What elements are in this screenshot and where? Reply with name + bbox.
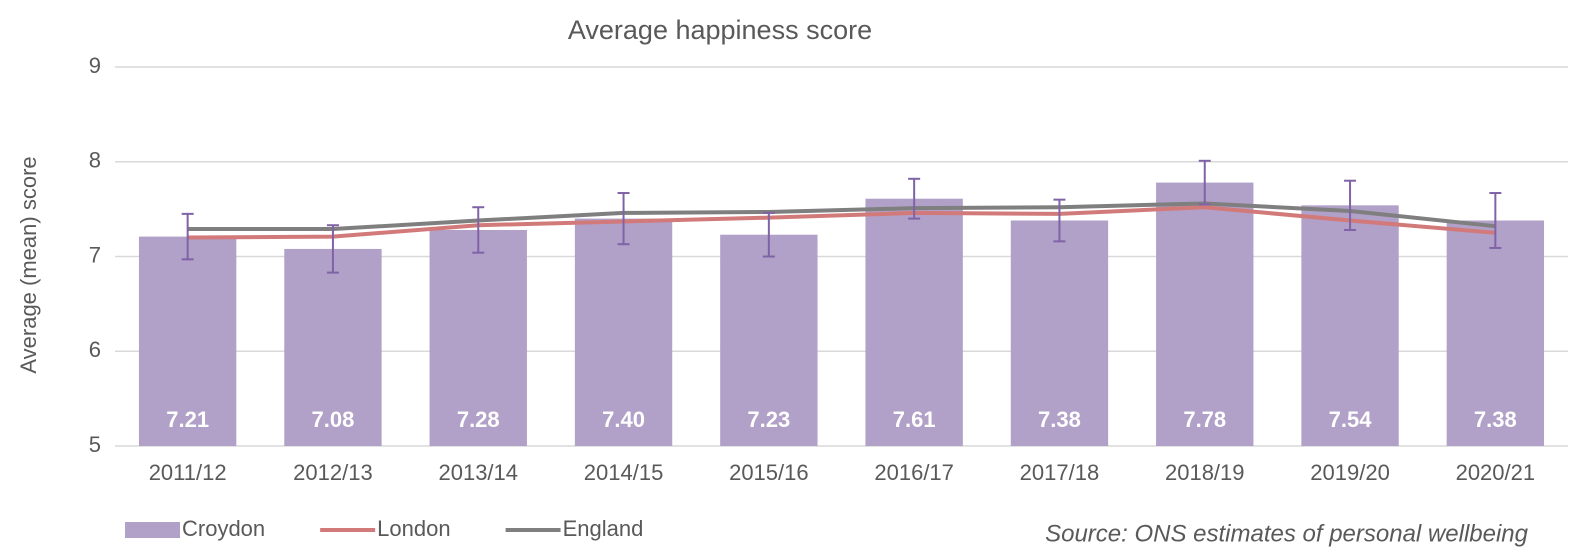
bar: [429, 229, 527, 446]
legend-swatch: [125, 522, 180, 538]
bar: [284, 248, 382, 446]
x-tick-label: 2012/13: [293, 460, 373, 485]
value-label: 7.61: [893, 407, 936, 432]
y-tick-label: 6: [89, 337, 101, 362]
error-bar: [1053, 198, 1066, 243]
error-bar: [1489, 192, 1502, 249]
error-bar: [1344, 179, 1357, 231]
value-label: 7.38: [1474, 407, 1517, 432]
y-axis-label: Average (mean) score: [16, 156, 41, 373]
error-bar: [1198, 159, 1211, 206]
x-tick-label: 2011/12: [149, 460, 227, 485]
value-label: 7.40: [602, 407, 645, 432]
x-tick-label: 2018/19: [1165, 460, 1245, 485]
value-label: 7.21: [166, 407, 209, 432]
x-tick-label: 2016/17: [874, 460, 954, 485]
error-bar: [326, 224, 339, 274]
error-bar: [762, 211, 775, 258]
value-label: 7.28: [457, 407, 500, 432]
value-label: 7.54: [1329, 407, 1373, 432]
value-label: 7.08: [312, 407, 355, 432]
legend-label: Croydon: [182, 516, 265, 541]
value-label: 7.38: [1038, 407, 1081, 432]
value-label: 7.78: [1183, 407, 1226, 432]
y-tick-label: 5: [89, 432, 101, 457]
bar: [1156, 182, 1254, 446]
x-tick-label: 2020/21: [1456, 460, 1536, 485]
error-bar: [908, 177, 921, 220]
line-series: [187, 201, 1496, 232]
bar: [720, 234, 818, 446]
bar: [574, 218, 673, 446]
error-bar: [472, 206, 485, 254]
legend-label: England: [563, 516, 644, 541]
bar: [1301, 205, 1399, 446]
y-tick-label: 7: [89, 242, 101, 267]
y-tick-label: 9: [89, 53, 101, 78]
x-tick-label: 2014/15: [584, 460, 664, 485]
value-label: 7.23: [747, 407, 790, 432]
bar: [1446, 220, 1545, 446]
bar: [865, 198, 963, 446]
chart-title: Average happiness score: [568, 15, 872, 45]
legend-label: London: [377, 516, 450, 541]
source-note: Source: ONS estimates of personal wellbe…: [1045, 520, 1529, 547]
bar: [1010, 220, 1109, 446]
x-tick-label: 2015/16: [729, 460, 809, 485]
line-series: [187, 205, 1496, 240]
x-tick-label: 2013/14: [438, 460, 518, 485]
bar: [138, 236, 237, 446]
x-tick-label: 2019/20: [1310, 460, 1390, 485]
error-bar: [617, 192, 630, 246]
error-bar: [181, 212, 194, 261]
y-tick-label: 8: [89, 148, 101, 173]
x-tick-label: 2017/18: [1020, 460, 1100, 485]
